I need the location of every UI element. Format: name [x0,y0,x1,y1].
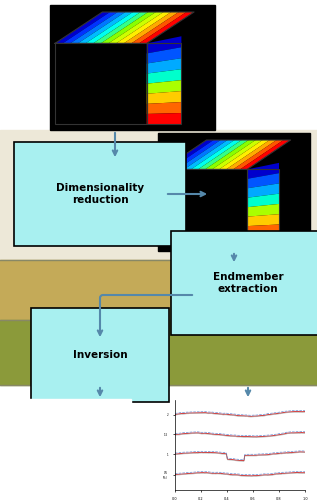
Polygon shape [212,140,262,170]
Bar [158,133,310,251]
Polygon shape [147,91,181,104]
Polygon shape [147,102,181,114]
Bar [14,399,131,486]
Polygon shape [247,173,279,188]
Polygon shape [86,12,140,44]
Polygon shape [147,113,181,124]
Polygon shape [93,12,148,44]
Text: Inversion: Inversion [73,350,127,360]
Polygon shape [170,140,221,170]
Text: Endmember
extraction: Endmember extraction [213,272,283,294]
Polygon shape [191,140,242,170]
Polygon shape [247,184,279,198]
Polygon shape [147,47,181,64]
Polygon shape [147,58,181,74]
Polygon shape [139,12,194,44]
Polygon shape [219,140,269,170]
Bar [55,44,147,124]
Polygon shape [247,234,279,245]
Polygon shape [55,12,110,44]
Bar [0,260,317,325]
Polygon shape [124,12,179,44]
Polygon shape [226,140,277,170]
Polygon shape [63,12,118,44]
Bar [50,5,215,130]
Polygon shape [101,12,156,44]
Polygon shape [108,12,164,44]
Bar [247,170,279,245]
Bar [34,423,151,500]
Polygon shape [240,140,291,170]
Polygon shape [147,80,181,94]
Polygon shape [177,140,228,170]
Polygon shape [233,140,284,170]
Bar [24,411,141,498]
Polygon shape [198,140,249,170]
Polygon shape [247,194,279,207]
Bar [147,44,181,124]
Polygon shape [147,36,181,54]
Bar [0,320,317,385]
Polygon shape [70,12,125,44]
Polygon shape [247,214,279,226]
Polygon shape [147,69,181,84]
Text: Dimensionality
reduction: Dimensionality reduction [56,183,144,205]
Polygon shape [247,163,279,179]
Polygon shape [131,12,186,44]
Polygon shape [163,140,214,170]
Polygon shape [247,204,279,216]
Polygon shape [116,12,171,44]
Polygon shape [247,224,279,235]
Polygon shape [205,140,256,170]
Bar [0,130,317,260]
Bar [163,170,247,245]
Polygon shape [184,140,235,170]
Polygon shape [78,12,133,44]
